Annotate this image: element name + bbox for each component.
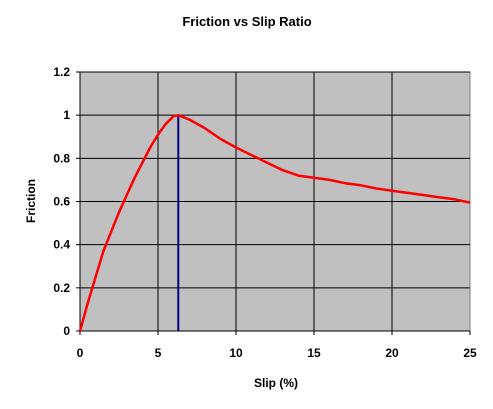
y-tick-label: 0.2	[53, 281, 70, 295]
y-tick-label: 1.2	[53, 65, 70, 79]
y-tick-label: 0	[63, 324, 70, 338]
y-tick-label: 1	[63, 108, 70, 122]
x-tick-label: 5	[155, 346, 162, 360]
x-tick-label: 25	[463, 346, 477, 360]
y-tick-label: 0.6	[53, 195, 70, 209]
y-tick-label: 0.8	[53, 151, 70, 165]
friction-series-line	[78, 113, 471, 332]
grid-lines	[76, 71, 471, 335]
y-tick-label: 0.4	[53, 238, 70, 252]
chart-title: Friction vs Slip Ratio	[182, 14, 311, 29]
x-axis-label: Slip (%)	[254, 376, 298, 390]
y-axis-label: Friction	[24, 179, 38, 223]
x-tick-labels: 0 5 10 15 20 25	[77, 346, 477, 360]
x-tick-label: 20	[385, 346, 399, 360]
x-tick-label: 10	[229, 346, 243, 360]
y-tick-labels: 0 0.2 0.4 0.6 0.8 1 1.2	[53, 65, 70, 338]
x-tick-label: 0	[77, 346, 84, 360]
x-tick-label: 15	[307, 346, 321, 360]
